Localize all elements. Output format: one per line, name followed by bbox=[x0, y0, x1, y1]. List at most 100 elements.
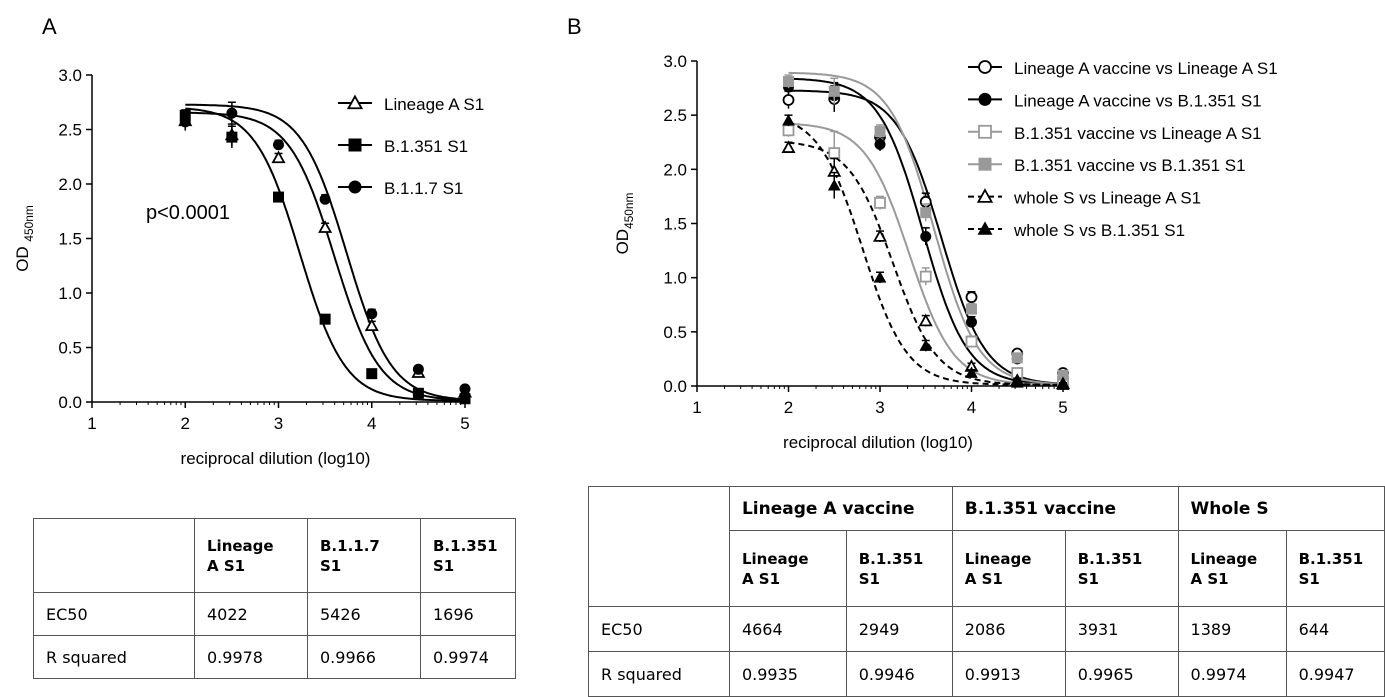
legend-marker bbox=[346, 94, 364, 110]
table-cell: 5426 bbox=[307, 592, 421, 636]
panel-b-table-subheader: B.1.351 S1 bbox=[1064, 530, 1179, 607]
table-row-label: R squared bbox=[588, 651, 730, 697]
y-tick-label: 2.0 bbox=[663, 160, 687, 179]
data-point bbox=[874, 197, 886, 209]
y-tick-label: 0.0 bbox=[58, 393, 82, 412]
table-cell: 0.9965 bbox=[1064, 651, 1179, 697]
table-cell: 0.9935 bbox=[728, 651, 847, 697]
x-tick-label: 2 bbox=[784, 398, 793, 417]
data-point bbox=[966, 303, 977, 315]
panel-b-table-subheader: B.1.351 S1 bbox=[845, 530, 953, 607]
chart-a-axes: 0.0 0.5 1.0 1.5 2.0 2.5 3.0 1 2 3 4 5 reciprocal dil… bbox=[13, 66, 470, 468]
legend-label: B.1.351 vaccine vs Lineage A S1 bbox=[1014, 124, 1262, 143]
y-tick-label: 3.0 bbox=[58, 66, 82, 85]
data-point bbox=[226, 107, 238, 119]
chart-a-points bbox=[178, 101, 473, 405]
data-point bbox=[828, 85, 840, 97]
x-tick-label: 1 bbox=[692, 398, 701, 417]
data-point bbox=[919, 270, 932, 283]
x-tick-label: 3 bbox=[875, 398, 884, 417]
table-cell: 0.9913 bbox=[951, 651, 1066, 697]
y-tick-label: 1.0 bbox=[663, 269, 687, 288]
panel-b-table-subheader: Lineage A S1 bbox=[1177, 530, 1287, 607]
data-point bbox=[364, 318, 379, 332]
panel-b-table-corner bbox=[588, 486, 730, 607]
data-point bbox=[918, 313, 933, 327]
data-point bbox=[827, 179, 841, 191]
table-cell: 1389 bbox=[1177, 606, 1287, 652]
data-point bbox=[366, 308, 378, 320]
data-point bbox=[782, 124, 795, 137]
panel-a-letter: A bbox=[42, 14, 57, 39]
x-tick-label: 4 bbox=[967, 398, 976, 417]
data-point bbox=[1011, 352, 1023, 364]
legend-marker bbox=[348, 138, 362, 152]
data-point bbox=[874, 138, 886, 150]
x-axis-label: reciprocal dilution (log10) bbox=[783, 433, 973, 452]
y-tick-label: 0.0 bbox=[663, 377, 687, 396]
data-point bbox=[319, 313, 331, 325]
data-point bbox=[782, 94, 795, 106]
y-tick-label: 1.5 bbox=[58, 230, 82, 249]
table-row-label: EC50 bbox=[588, 606, 730, 652]
table-cell: 0.9974 bbox=[420, 635, 516, 679]
legend-label: Lineage A vaccine vs Lineage A S1 bbox=[1014, 59, 1278, 78]
y-tick-label: 2.5 bbox=[663, 106, 687, 125]
legend-marker bbox=[978, 124, 992, 139]
legend-label: whole S vs B.1.351 S1 bbox=[1013, 221, 1185, 240]
panel-b-table-group: Lineage A vaccine bbox=[728, 486, 953, 531]
y-tick-label: 1.5 bbox=[663, 215, 687, 234]
table-cell: 4022 bbox=[194, 592, 308, 636]
legend-marker bbox=[348, 180, 362, 194]
legend-label: B.1.351 S1 bbox=[384, 137, 468, 156]
data-point bbox=[782, 114, 795, 126]
chart-a: 0.0 0.5 1.0 1.5 2.0 2.5 3.0 1 2 3 4 5 reciprocal dil… bbox=[13, 66, 484, 468]
legend-label: B.1.351 vaccine vs B.1.351 S1 bbox=[1014, 156, 1246, 175]
data-point bbox=[459, 383, 471, 395]
chart-a-annotation: p<0.0001 bbox=[146, 202, 230, 224]
table-cell: 0.9947 bbox=[1285, 651, 1385, 697]
x-axis-label: reciprocal dilution (log10) bbox=[181, 449, 371, 468]
legend-label: Lineage A S1 bbox=[384, 95, 484, 114]
legend-marker bbox=[978, 157, 992, 171]
data-point bbox=[412, 363, 424, 375]
data-point bbox=[271, 150, 286, 164]
legend-label: Lineage A vaccine vs B.1.351 S1 bbox=[1014, 91, 1262, 110]
panel-b-letter: B bbox=[567, 14, 582, 39]
legend-marker bbox=[978, 60, 992, 74]
table-cell: 0.9974 bbox=[1177, 651, 1287, 697]
table-cell: 2949 bbox=[845, 606, 953, 652]
data-point bbox=[965, 335, 978, 348]
data-point bbox=[873, 271, 887, 283]
panel-a-table-corner bbox=[33, 518, 195, 593]
x-tick-label: 4 bbox=[367, 414, 376, 433]
table-cell: 2086 bbox=[951, 606, 1066, 652]
data-point bbox=[920, 207, 932, 219]
data-point bbox=[273, 191, 284, 203]
panel-b-table-group: Whole S bbox=[1177, 486, 1385, 531]
data-point bbox=[226, 131, 238, 143]
data-point bbox=[1056, 378, 1070, 390]
data-point bbox=[273, 139, 284, 151]
table-cell: 1696 bbox=[420, 592, 516, 636]
y-tick-label: 1.0 bbox=[58, 284, 82, 303]
y-axis-label: OD450nm bbox=[613, 192, 636, 254]
table-row-label: EC50 bbox=[33, 592, 195, 636]
panel-b-table-group: B.1.351 vaccine bbox=[951, 486, 1179, 531]
x-tick-label: 2 bbox=[181, 414, 190, 433]
y-tick-label: 0.5 bbox=[58, 339, 82, 358]
data-point bbox=[783, 76, 794, 88]
data-point bbox=[920, 231, 932, 242]
legend-marker bbox=[978, 92, 992, 106]
table-cell: 4664 bbox=[728, 606, 847, 652]
chart-b-legend: Lineage A vaccine vs Lineage A S1 Lineage… bbox=[968, 59, 1278, 240]
legend-label: B.1.1.7 S1 bbox=[384, 179, 463, 198]
data-point bbox=[179, 116, 191, 128]
data-point bbox=[966, 316, 977, 328]
y-axis-label: OD 450nm bbox=[13, 205, 36, 272]
x-tick-label: 1 bbox=[87, 414, 96, 433]
panel-a-table-header: B.1.1.7 S1 bbox=[307, 518, 421, 593]
y-tick-label: 0.5 bbox=[663, 323, 687, 342]
chart-b-axes: 0.0 0.5 1.0 1.5 2.0 2.5 3.0 1 2 3 4 5 reciprocal dil… bbox=[613, 52, 1068, 452]
data-point bbox=[919, 339, 933, 351]
